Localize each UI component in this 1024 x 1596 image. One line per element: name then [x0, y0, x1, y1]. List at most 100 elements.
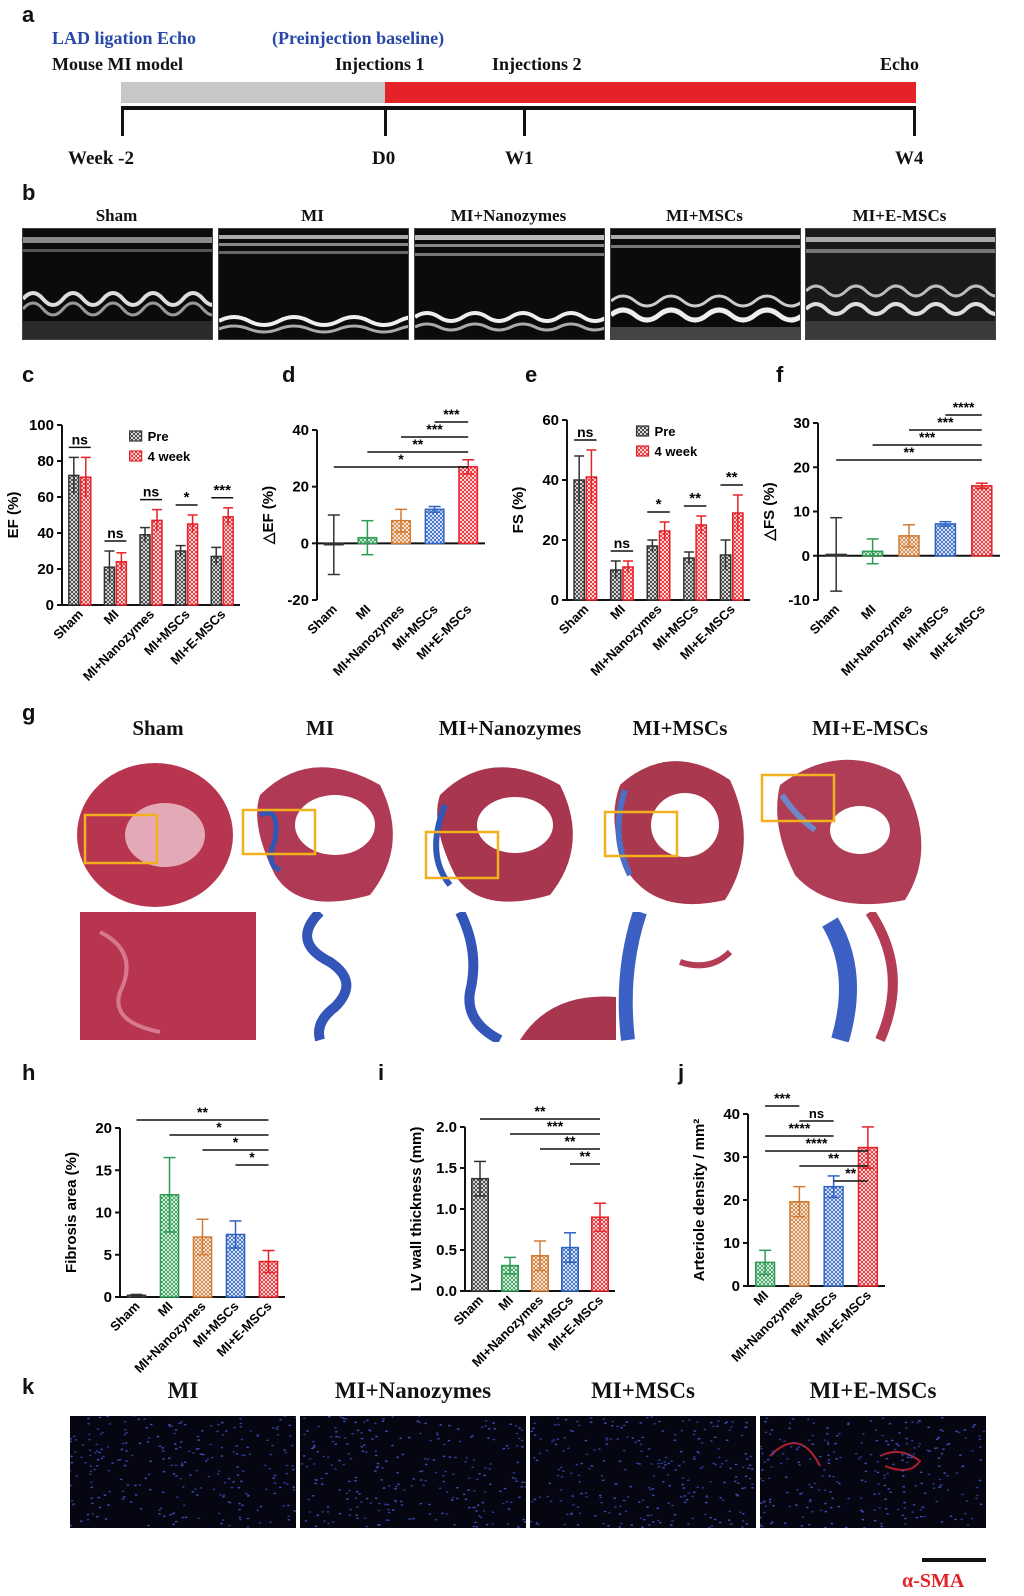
y-tick-label: 30	[793, 415, 810, 432]
legend-swatch	[129, 430, 143, 442]
sig-label: ***	[426, 421, 443, 437]
timeline-tick	[523, 106, 526, 136]
panel-label-a: a	[22, 2, 35, 27]
x-tick-label: MI	[155, 1299, 176, 1320]
echo-title-sham: Sham	[95, 206, 138, 225]
panel-label-f: f	[776, 362, 784, 387]
legend-swatch	[129, 450, 143, 462]
y-axis-label: EF (%)	[5, 492, 22, 539]
heart-section-mscs	[603, 761, 744, 905]
y-tick-label: 1.0	[436, 1201, 457, 1218]
x-tick-label: Sham	[556, 602, 592, 638]
sig-label: **	[412, 436, 423, 452]
sig-label: **	[197, 1104, 208, 1120]
y-tick-label: 20	[793, 459, 810, 476]
y-tick-label: 10	[793, 504, 810, 521]
y-tick-label: 20	[37, 561, 54, 578]
timeline-label-injection-2: Injections 2	[492, 54, 582, 74]
legend-label: Pre	[655, 424, 676, 439]
sig-label: *	[249, 1149, 255, 1165]
y-tick-label: 10	[95, 1205, 112, 1222]
fluor-image-mi	[70, 1416, 296, 1528]
sig-label: **	[580, 1148, 591, 1164]
x-tick-label: Sham	[107, 1299, 143, 1335]
echo-image-nanozymes	[413, 228, 609, 340]
panel-label-j: j	[678, 1060, 685, 1085]
y-tick-label: 0	[46, 597, 54, 614]
legend-label: 4 week	[655, 444, 698, 459]
bar	[174, 550, 187, 606]
x-tick-label: MI	[495, 1293, 516, 1314]
x-tick-label: MI	[353, 602, 374, 623]
y-tick-label: 80	[37, 453, 54, 470]
sig-label: ****	[788, 1120, 810, 1136]
panel-label-d: d	[282, 362, 296, 387]
fluor-image-emscs	[760, 1416, 986, 1528]
sig-label: ***	[547, 1118, 564, 1134]
x-tick-label: Sham	[807, 602, 843, 638]
sig-label: ****	[806, 1135, 828, 1151]
bar	[139, 534, 151, 606]
timeline-tick-week-minus-2: Week -2	[68, 148, 134, 169]
y-tick-label: 0.0	[436, 1283, 457, 1300]
bar	[222, 516, 234, 606]
y-tick-label: 30	[723, 1149, 740, 1166]
sig-label: ns	[577, 424, 594, 440]
timeline-label-echo: Echo	[880, 54, 920, 74]
echo-image-mscs	[609, 228, 805, 340]
timeline-tick-w1: W1	[505, 148, 534, 169]
y-tick-label: 40	[37, 525, 54, 542]
x-tick-label: MI	[101, 607, 122, 628]
heart-section-mi	[241, 767, 393, 902]
timeline-red-bar	[385, 82, 916, 103]
heart-section-emscs	[760, 759, 922, 905]
sig-label: **	[689, 490, 701, 507]
echo-image-mi	[218, 228, 430, 340]
fluor-image-mscs	[530, 1416, 756, 1528]
histo-title-sham: Sham	[132, 716, 184, 740]
timeline-tick	[913, 106, 916, 136]
sig-label: **	[565, 1133, 576, 1149]
y-axis-label: △FS (%)	[761, 482, 778, 541]
timeline-tick	[121, 106, 124, 136]
bar	[971, 485, 993, 557]
histology-heart-sections	[77, 759, 922, 907]
y-axis-label: LV wall thickness (mm)	[408, 1127, 425, 1292]
fluor-title-mscs: MI+MSCs	[591, 1378, 695, 1403]
bar	[424, 508, 445, 545]
bar	[646, 545, 659, 601]
sig-label: ***	[937, 414, 954, 430]
y-tick-label: 0	[732, 1278, 740, 1295]
sig-label: ***	[213, 482, 231, 499]
timeline-label-baseline: (Preinjection baseline)	[272, 28, 445, 48]
y-tick-label: 0	[104, 1289, 112, 1306]
x-tick-label: MI	[858, 602, 879, 623]
bar	[151, 519, 163, 606]
y-tick-label: -20	[287, 592, 309, 609]
y-tick-label: 20	[292, 479, 309, 496]
fluor-image-nanozymes	[300, 1416, 526, 1528]
x-tick-label: MI	[607, 602, 628, 623]
histo-title-nanozymes: MI+Nanozymes	[438, 716, 582, 740]
timeline-label-injection-1: Injections 1	[335, 54, 425, 74]
panel-label-h: h	[22, 1060, 36, 1085]
heart-section-nanozymes	[424, 767, 573, 902]
y-tick-label: 2.0	[436, 1119, 457, 1136]
timeline-gray-bar	[121, 82, 385, 103]
panel-label-i: i	[378, 1060, 385, 1085]
bar	[683, 557, 695, 601]
sig-label: **	[726, 469, 738, 486]
bar	[658, 530, 671, 601]
timeline-tick-d0: D0	[372, 148, 396, 169]
echo-image-sham	[21, 228, 225, 340]
histo-title-mscs: MI+MSCs	[632, 716, 728, 740]
x-tick-label: Sham	[304, 602, 340, 638]
y-tick-label: 20	[723, 1192, 740, 1209]
y-axis-label: FS (%)	[510, 487, 527, 534]
bar	[68, 474, 80, 606]
bar	[695, 524, 708, 601]
echo-title-mi: MI	[301, 206, 324, 225]
